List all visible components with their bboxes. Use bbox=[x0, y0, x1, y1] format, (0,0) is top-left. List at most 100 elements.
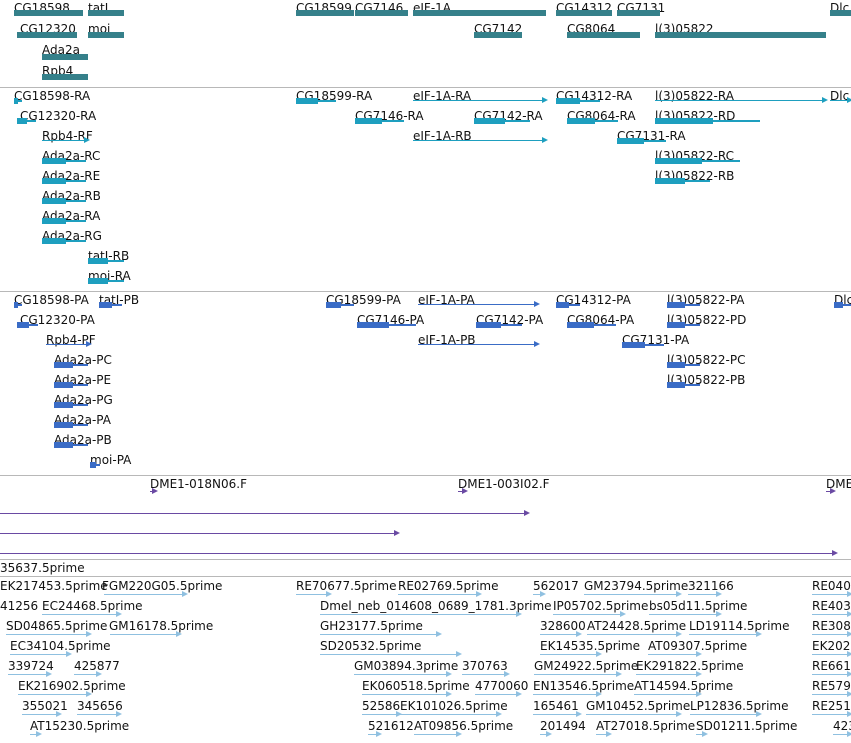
feature-glyph[interactable] bbox=[42, 137, 90, 143]
feature-glyph[interactable] bbox=[54, 422, 88, 428]
feature-label[interactable]: LD19114.5prime bbox=[689, 619, 790, 633]
feature-glyph[interactable] bbox=[54, 362, 88, 368]
feature-glyph[interactable] bbox=[42, 74, 88, 80]
feature-glyph[interactable] bbox=[617, 10, 660, 16]
feature-label[interactable]: RE251 bbox=[812, 699, 851, 713]
feature-glyph[interactable] bbox=[0, 550, 838, 556]
feature-label[interactable]: 4239 bbox=[833, 719, 851, 733]
feature-label[interactable]: Rpb4-PF bbox=[46, 333, 96, 347]
feature-label[interactable]: AT24428.5prime bbox=[587, 619, 687, 633]
feature-glyph[interactable] bbox=[326, 302, 354, 308]
feature-label[interactable]: EK14535.5prime bbox=[540, 639, 641, 653]
feature-glyph[interactable] bbox=[688, 591, 722, 597]
feature-glyph[interactable] bbox=[567, 118, 618, 124]
feature-label[interactable]: AT14594.5prime bbox=[634, 679, 734, 693]
feature-glyph[interactable] bbox=[42, 611, 122, 617]
feature-glyph[interactable] bbox=[54, 442, 88, 448]
feature-glyph[interactable] bbox=[474, 32, 522, 38]
feature-glyph[interactable] bbox=[475, 691, 522, 697]
feature-label[interactable]: 355021 bbox=[22, 699, 68, 713]
feature-glyph[interactable] bbox=[77, 711, 122, 717]
track-separator[interactable] bbox=[0, 87, 851, 88]
feature-glyph[interactable] bbox=[458, 488, 468, 494]
feature-glyph[interactable] bbox=[418, 301, 540, 307]
feature-label[interactable]: EK291822.5prime bbox=[636, 659, 744, 673]
feature-glyph[interactable] bbox=[17, 32, 77, 38]
feature-glyph[interactable] bbox=[90, 462, 100, 468]
feature-glyph[interactable] bbox=[42, 218, 86, 224]
feature-glyph[interactable] bbox=[567, 32, 640, 38]
feature-glyph[interactable] bbox=[476, 322, 522, 328]
feature-label[interactable]: 425877 bbox=[74, 659, 120, 673]
feature-glyph[interactable] bbox=[812, 651, 851, 657]
feature-glyph[interactable] bbox=[812, 591, 851, 597]
feature-label[interactable]: Dmel_neb_014608_0689_1781.3prime bbox=[320, 599, 552, 613]
feature-glyph[interactable] bbox=[42, 54, 88, 60]
feature-glyph[interactable] bbox=[42, 178, 86, 184]
feature-glyph[interactable] bbox=[296, 591, 332, 597]
feature-label[interactable]: GH23177.5prime bbox=[320, 619, 423, 633]
feature-glyph[interactable] bbox=[54, 402, 88, 408]
feature-glyph[interactable] bbox=[533, 591, 546, 597]
feature-glyph[interactable] bbox=[368, 731, 382, 737]
feature-glyph[interactable] bbox=[54, 382, 88, 388]
feature-label[interactable]: 370763 bbox=[462, 659, 508, 673]
feature-glyph[interactable] bbox=[99, 302, 122, 308]
feature-label[interactable]: EK217453.5prime bbox=[0, 579, 108, 593]
feature-glyph[interactable] bbox=[42, 198, 86, 204]
feature-label[interactable]: FGM220G05.5prime bbox=[102, 579, 223, 593]
feature-glyph[interactable] bbox=[586, 711, 682, 717]
feature-glyph[interactable] bbox=[540, 651, 602, 657]
feature-glyph[interactable] bbox=[812, 691, 851, 697]
feature-label[interactable]: 201494 bbox=[540, 719, 586, 733]
feature-glyph[interactable] bbox=[320, 651, 462, 657]
feature-label[interactable]: EK216902.5prime bbox=[18, 679, 126, 693]
feature-label[interactable]: GM10452.5prime bbox=[586, 699, 691, 713]
feature-glyph[interactable] bbox=[667, 382, 700, 388]
track-separator[interactable] bbox=[0, 475, 851, 476]
feature-glyph[interactable] bbox=[826, 488, 836, 494]
feature-glyph[interactable] bbox=[400, 711, 502, 717]
feature-glyph[interactable] bbox=[8, 671, 52, 677]
feature-glyph[interactable] bbox=[833, 731, 851, 737]
feature-glyph[interactable] bbox=[414, 731, 462, 737]
feature-label[interactable]: DME1-018N06.F bbox=[150, 477, 248, 491]
feature-glyph[interactable] bbox=[617, 138, 666, 144]
feature-label[interactable]: DME bbox=[826, 477, 851, 491]
feature-label[interactable]: SD01211.5prime bbox=[696, 719, 798, 733]
feature-label[interactable]: GM24922.5prime bbox=[534, 659, 639, 673]
feature-glyph[interactable] bbox=[296, 98, 336, 104]
feature-label[interactable]: EC34104.5prime bbox=[10, 639, 111, 653]
feature-label[interactable]: 41256 bbox=[0, 599, 39, 613]
feature-label[interactable]: 562017 bbox=[533, 579, 579, 593]
feature-label[interactable]: AT15230.5prime bbox=[30, 719, 130, 733]
feature-label[interactable]: 339724 bbox=[8, 659, 54, 673]
feature-label[interactable]: DME1-003I02.F bbox=[458, 477, 550, 491]
track-separator[interactable] bbox=[0, 559, 851, 560]
feature-label[interactable]: eIF-1A-PB bbox=[418, 333, 476, 347]
feature-glyph[interactable] bbox=[834, 302, 851, 308]
feature-glyph[interactable] bbox=[689, 631, 762, 637]
feature-label[interactable]: GM23794.5prime bbox=[584, 579, 689, 593]
feature-label[interactable]: CG18598-PA bbox=[14, 293, 89, 307]
feature-glyph[interactable] bbox=[14, 98, 22, 104]
feature-glyph[interactable] bbox=[533, 711, 582, 717]
feature-glyph[interactable] bbox=[655, 118, 760, 124]
feature-label[interactable]: EK101026.5prime bbox=[400, 699, 508, 713]
feature-label[interactable]: 52586 bbox=[362, 699, 401, 713]
feature-glyph[interactable] bbox=[150, 488, 158, 494]
feature-glyph[interactable] bbox=[46, 341, 92, 347]
feature-glyph[interactable] bbox=[649, 611, 722, 617]
feature-glyph[interactable] bbox=[355, 118, 404, 124]
feature-glyph[interactable] bbox=[655, 178, 710, 184]
feature-label[interactable]: EK202 bbox=[812, 639, 851, 653]
feature-label[interactable]: EN13546.5prime bbox=[533, 679, 635, 693]
feature-glyph[interactable] bbox=[655, 32, 826, 38]
feature-glyph[interactable] bbox=[587, 631, 682, 637]
feature-glyph[interactable] bbox=[413, 137, 548, 143]
feature-glyph[interactable] bbox=[296, 10, 354, 16]
feature-label[interactable]: l(3)05822-RA bbox=[655, 89, 734, 103]
feature-glyph[interactable] bbox=[655, 97, 828, 103]
feature-glyph[interactable] bbox=[18, 691, 92, 697]
feature-label[interactable]: 521612 bbox=[368, 719, 414, 733]
